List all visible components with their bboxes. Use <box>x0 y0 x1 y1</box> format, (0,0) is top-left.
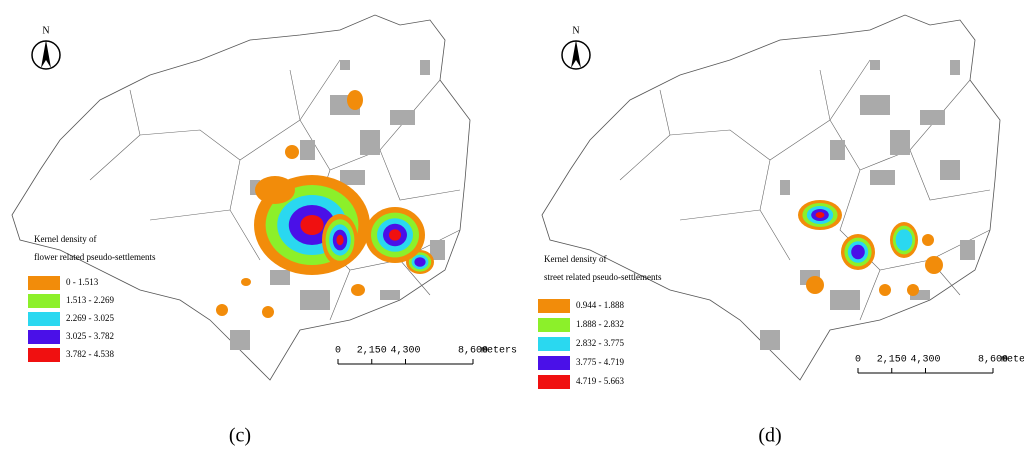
legend-swatch <box>28 330 60 344</box>
legend-swatch <box>538 375 570 389</box>
legend-swatch <box>538 318 570 332</box>
density-hotspot <box>336 234 344 246</box>
north-arrow: N <box>31 25 61 70</box>
scale-label: 4,300 <box>390 346 420 357</box>
north-label: N <box>572 25 579 36</box>
density-hotspot <box>389 229 401 241</box>
scale-label: 2,150 <box>357 346 387 357</box>
panel-label: (d) <box>758 425 781 447</box>
density-hotspot <box>300 215 324 235</box>
legend-swatch <box>538 337 570 351</box>
legend-label: 1.888 - 2.832 <box>576 319 624 329</box>
density-hotspot <box>216 304 228 316</box>
panel-label: (c) <box>229 425 251 447</box>
density-hotspot <box>255 176 295 204</box>
density-hotspot <box>895 229 913 251</box>
legend-label: 3.025 - 3.782 <box>66 331 114 341</box>
scale-label: 8,600 <box>978 355 1008 366</box>
density-hotspot <box>285 145 299 159</box>
density-hotspot <box>241 278 251 286</box>
legend-label: 0.944 - 1.888 <box>576 300 624 310</box>
scale-label: 4,300 <box>910 355 940 366</box>
density-hotspot <box>851 244 865 260</box>
legend-title: flower related pseudo-settlements <box>34 252 156 262</box>
north-arrow: N <box>561 25 591 70</box>
scale-unit: meters <box>481 346 517 357</box>
legend-label: 2.832 - 3.775 <box>576 338 624 348</box>
legend-title: street related pseudo-settlements <box>544 272 662 282</box>
density-hotspot <box>925 256 943 274</box>
density-hotspot <box>879 284 891 296</box>
legend-swatch <box>28 294 60 308</box>
legend-label: 1.513 - 2.269 <box>66 295 114 305</box>
legend-title: Kernel density of <box>544 254 606 264</box>
legend-swatch <box>28 348 60 362</box>
density-hotspot <box>922 234 934 246</box>
density-hotspot <box>806 276 824 294</box>
density-hotspot <box>414 257 426 267</box>
legend-swatch <box>28 312 60 326</box>
legend-swatch <box>538 356 570 370</box>
north-label: N <box>42 25 49 36</box>
legend-label: 2.269 - 3.025 <box>66 313 114 323</box>
legend-label: 0 - 1.513 <box>66 277 99 287</box>
scale-label: 8,600 <box>458 346 488 357</box>
legend-title: Kernel density of <box>34 234 96 244</box>
density-hotspot <box>347 90 363 110</box>
scale-label: 2,150 <box>877 355 907 366</box>
density-hotspot <box>351 284 365 296</box>
scale-unit: meters <box>1001 355 1024 366</box>
scale-label: 0 <box>335 346 341 357</box>
density-hotspot <box>907 284 919 296</box>
density-hotspot <box>262 306 274 318</box>
legend-label: 3.775 - 4.719 <box>576 357 624 367</box>
legend-label: 3.782 - 4.538 <box>66 349 114 359</box>
scale-label: 0 <box>855 355 861 366</box>
legend-swatch <box>28 276 60 290</box>
district-map <box>11 14 471 381</box>
density-hotspot <box>815 212 825 218</box>
legend-swatch <box>538 299 570 313</box>
legend-label: 4.719 - 5.663 <box>576 376 624 386</box>
